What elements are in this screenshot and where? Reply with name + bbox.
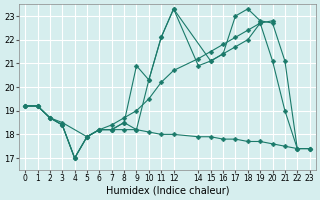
X-axis label: Humidex (Indice chaleur): Humidex (Indice chaleur) [106, 186, 229, 196]
